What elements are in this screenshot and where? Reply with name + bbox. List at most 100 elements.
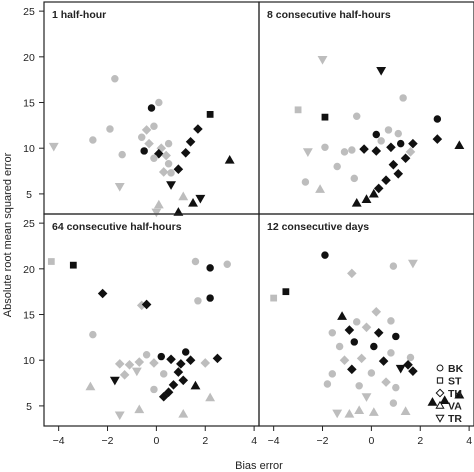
legend-symbol xyxy=(436,377,444,384)
data-point xyxy=(454,140,465,150)
data-point xyxy=(180,147,191,158)
data-point xyxy=(377,137,385,145)
data-point xyxy=(359,144,369,154)
data-point xyxy=(282,288,290,296)
data-point xyxy=(332,409,343,419)
data-point xyxy=(144,138,154,149)
legend-label: ST xyxy=(448,376,462,388)
data-point xyxy=(361,322,372,333)
data-point xyxy=(205,392,216,402)
data-point xyxy=(315,184,326,193)
legend-item-tr: TR xyxy=(435,413,462,425)
data-point xyxy=(47,258,55,265)
panel-1: 1 half-hour 5 10 15 20 25 xyxy=(23,1,260,218)
data-point xyxy=(188,197,198,207)
data-point xyxy=(206,111,214,118)
data-point xyxy=(111,75,119,83)
data-point xyxy=(399,94,407,102)
y-tick-label: 20 xyxy=(23,264,35,276)
panel-4: 12 consecutive days −4 −2 0 2 4 xyxy=(258,213,474,447)
data-point xyxy=(149,358,159,368)
data-point xyxy=(97,288,108,299)
data-point xyxy=(371,146,382,156)
legend-item-st: ST xyxy=(436,376,462,388)
data-point xyxy=(200,358,211,368)
data-point xyxy=(368,188,379,198)
y-tick-label: 20 xyxy=(23,52,35,64)
data-point xyxy=(106,125,114,133)
x-tick-label: −4 xyxy=(268,435,280,447)
data-point xyxy=(388,159,399,170)
x-tick-label: −2 xyxy=(102,435,114,447)
legend-label: TH xyxy=(448,388,462,400)
data-point xyxy=(337,311,348,320)
x-tick-label: −4 xyxy=(53,435,65,447)
legend-symbol xyxy=(435,400,445,409)
data-point xyxy=(141,299,152,310)
data-point xyxy=(396,139,405,148)
legend-item-va: VA xyxy=(435,400,462,413)
data-point xyxy=(178,409,189,418)
panel-title: 64 consecutive half-hours xyxy=(52,221,182,233)
data-point xyxy=(407,259,418,269)
data-point xyxy=(347,268,357,279)
data-point xyxy=(114,183,125,192)
data-point xyxy=(163,387,174,397)
data-point xyxy=(150,154,158,162)
data-point xyxy=(395,364,406,374)
data-point xyxy=(206,264,214,272)
data-point xyxy=(373,183,384,194)
y-tick-label: 25 xyxy=(23,218,35,230)
data-point xyxy=(48,142,59,152)
data-point xyxy=(173,164,184,175)
panel-3: 64 consecutive half-hours 5 10 15 20 25 −4 −2 0 2… xyxy=(23,213,260,447)
data-point xyxy=(223,260,231,268)
data-point xyxy=(381,175,391,185)
data-point xyxy=(302,148,313,157)
data-point xyxy=(356,353,367,364)
data-point xyxy=(154,148,164,159)
data-point xyxy=(134,357,145,367)
data-point xyxy=(151,208,162,218)
data-point xyxy=(131,367,142,377)
x-axis-title: Bias error xyxy=(235,460,283,472)
panel-2: 8 consecutive half-hours xyxy=(258,1,474,215)
panel-title: 1 half-hour xyxy=(52,9,106,21)
data-point xyxy=(381,377,391,387)
legend-symbol xyxy=(435,388,445,398)
data-point xyxy=(194,297,202,305)
y-tick-label: 15 xyxy=(23,310,35,322)
data-point xyxy=(114,359,125,369)
data-point xyxy=(173,367,184,377)
data-point xyxy=(185,137,196,147)
data-point xyxy=(178,191,189,201)
data-point xyxy=(114,411,125,421)
data-point xyxy=(158,167,169,177)
data-point xyxy=(190,380,201,390)
data-point xyxy=(164,139,173,148)
data-point xyxy=(150,122,158,131)
y-tick-label: 5 xyxy=(26,189,32,201)
x-tick-label: 4 xyxy=(466,435,472,447)
data-point xyxy=(158,391,169,402)
data-point xyxy=(351,197,362,207)
data-point xyxy=(168,380,179,390)
data-point xyxy=(167,169,175,177)
data-point xyxy=(335,342,344,351)
panel-title: 12 consecutive days xyxy=(267,221,369,233)
data-point xyxy=(361,393,372,402)
data-point xyxy=(368,407,379,416)
data-point xyxy=(178,375,189,386)
y-tick-label: 5 xyxy=(26,401,32,413)
data-point xyxy=(378,356,389,366)
data-point xyxy=(386,142,396,153)
data-point xyxy=(439,395,450,404)
panel-frame xyxy=(43,213,260,427)
data-point xyxy=(166,181,176,190)
data-point xyxy=(119,370,130,380)
legend-symbol xyxy=(435,414,445,423)
y-tick-label: 10 xyxy=(23,355,35,367)
data-point xyxy=(142,350,151,359)
x-tick-label: 2 xyxy=(417,435,423,447)
